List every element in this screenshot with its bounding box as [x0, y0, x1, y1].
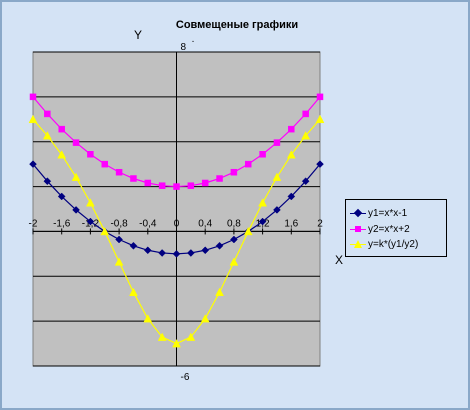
y-axis-label: Y	[134, 28, 142, 42]
series-1-point	[129, 241, 138, 250]
x-tick-label: -0,8	[110, 218, 128, 229]
series-2-point	[288, 125, 295, 133]
x-tick-label: -2	[29, 218, 38, 229]
x-tick-label: 0	[174, 218, 180, 229]
series-2-point	[230, 168, 238, 176]
x-tick-label: 0,8	[227, 218, 241, 229]
legend: y1=x*x-1 y2=x*x+2 y=k*(y1/y2)	[345, 199, 447, 257]
series-2-point	[72, 139, 80, 146]
series-2-point	[29, 93, 37, 101]
series-3-point	[28, 114, 38, 124]
series-3-point	[200, 314, 210, 323]
x-axis-label: X	[335, 253, 343, 267]
series-2-point	[273, 139, 281, 146]
legend-entry: y=k*(y1/y2)	[346, 238, 446, 252]
series-3-point	[258, 198, 268, 207]
series-3-point	[301, 131, 311, 140]
series-3-point	[42, 131, 52, 140]
series-3-point	[243, 226, 253, 236]
series-3-point	[85, 198, 95, 207]
x-tick-label: 0,4	[198, 218, 212, 229]
series-2-point	[144, 179, 152, 187]
legend-entry: y2=x*x+2	[346, 223, 446, 237]
series-2-point	[101, 160, 108, 168]
series-2-point	[115, 168, 123, 176]
series-1-point	[143, 246, 152, 255]
series-1-point	[230, 235, 238, 244]
series-3-point	[143, 314, 153, 323]
series-2-point	[201, 179, 209, 187]
series-3-point	[229, 257, 239, 266]
series-1-point	[115, 235, 123, 244]
series-1-point	[201, 246, 210, 255]
series-3-point	[172, 339, 181, 348]
series-1-point	[273, 206, 281, 214]
series-1-point	[287, 192, 296, 201]
series-3-point	[286, 150, 296, 159]
legend-label: y2=x*x+2	[368, 224, 410, 235]
series-2-point	[158, 182, 166, 189]
legend-marker-square	[355, 226, 361, 232]
series-2-point	[58, 125, 65, 133]
series-3-point	[157, 332, 167, 341]
series-2-point	[130, 175, 137, 182]
legend-marker-triangle	[354, 240, 362, 248]
series-1-point	[29, 160, 37, 168]
series-2-point	[216, 175, 223, 182]
legend-marker-diamond	[353, 208, 363, 218]
legend-label: y=k*(y1/y2)	[368, 239, 419, 250]
legend-label: y1=x*x-1	[368, 208, 408, 219]
series-3-point	[129, 287, 138, 296]
series-3-point	[114, 257, 124, 266]
y-tick-label: -6	[181, 372, 190, 383]
series-1-point	[43, 177, 52, 186]
series-1-point	[301, 177, 310, 186]
series-2-point	[259, 151, 266, 158]
series-1-point	[72, 206, 80, 214]
series-1-point	[172, 250, 181, 258]
series-2-point	[302, 110, 309, 118]
chart-subtitle: .	[192, 34, 195, 45]
x-tick-label: -0,4	[139, 218, 157, 229]
series-1-point	[57, 192, 66, 201]
series-3-point	[315, 114, 325, 124]
series-3-point	[71, 172, 81, 181]
chart-title: Совмещеные графики	[176, 19, 298, 31]
series-2-point	[87, 151, 94, 158]
x-tick-label: -1,6	[53, 218, 71, 229]
series-1-point	[215, 241, 224, 250]
series-1-point	[258, 217, 267, 226]
series-3-point	[57, 150, 67, 159]
x-tick-label: 1,6	[284, 218, 298, 229]
series-2-point	[173, 183, 180, 190]
series-3-point	[186, 332, 196, 341]
series-1-point	[316, 160, 324, 168]
series-3-point	[272, 172, 282, 181]
legend-entry: y1=x*x-1	[346, 207, 446, 221]
series-3-point	[215, 287, 224, 296]
series-1-point	[158, 249, 167, 257]
series-2-point	[187, 182, 195, 189]
y-tick-label: 8	[181, 42, 187, 53]
x-tick-label: 2	[317, 218, 323, 229]
series-2-point	[44, 110, 51, 118]
series-3-point	[100, 226, 110, 236]
series-1-point	[86, 217, 95, 226]
series-2-point	[316, 93, 324, 101]
series-2-point	[245, 160, 252, 168]
series-1-point	[186, 249, 195, 257]
